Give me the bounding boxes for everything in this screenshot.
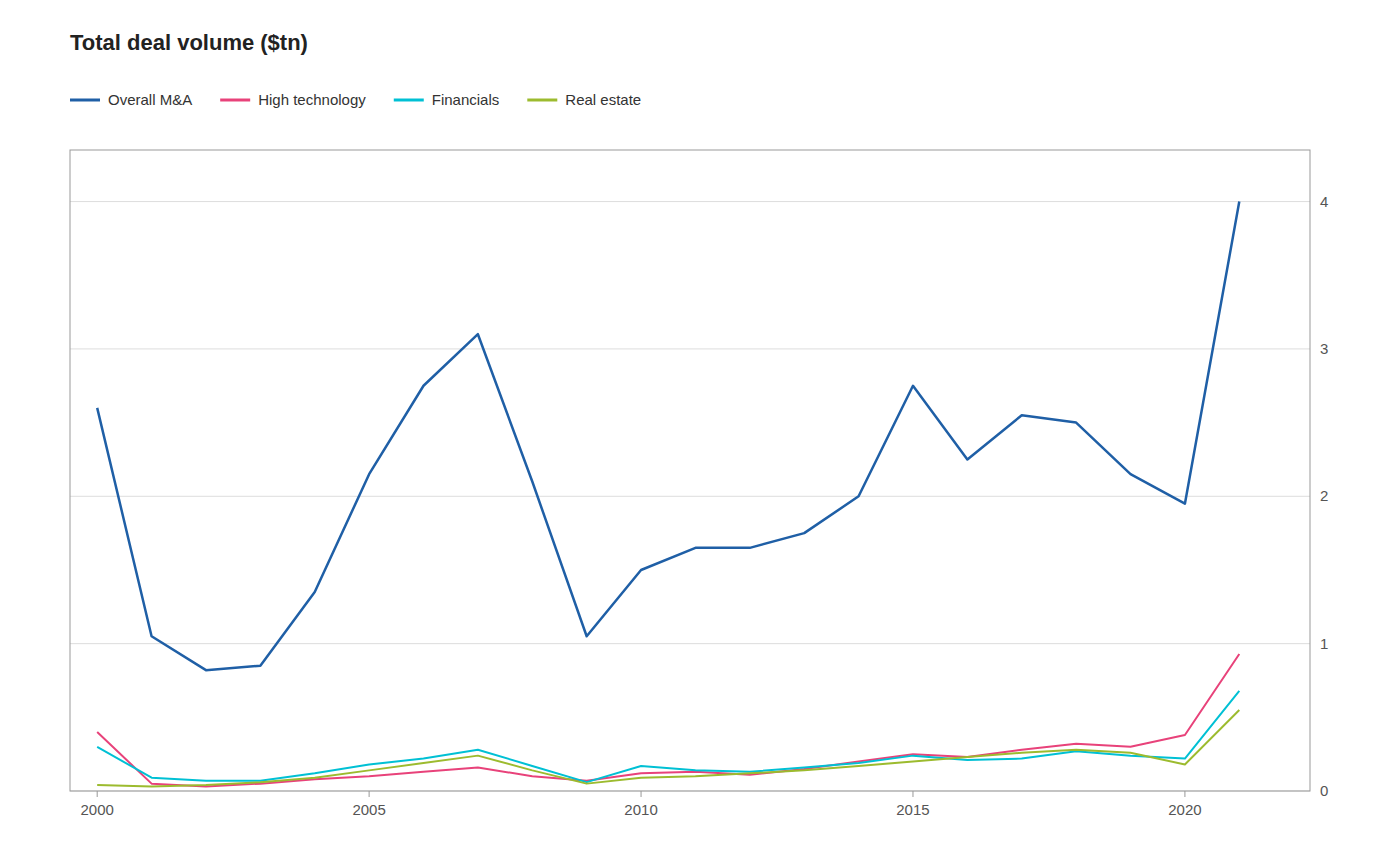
y-tick-label: 4	[1320, 193, 1328, 210]
legend-label: Overall M&A	[108, 91, 192, 108]
legend-swatch	[70, 99, 100, 102]
x-tick	[912, 791, 913, 797]
legend-label: Real estate	[565, 91, 641, 108]
y-tick-label: 1	[1320, 635, 1328, 652]
series-line	[97, 654, 1239, 787]
legend-item: Real estate	[527, 91, 641, 108]
x-tick	[641, 791, 642, 797]
x-tick-label: 2005	[352, 801, 385, 818]
x-tick-label: 2015	[896, 801, 929, 818]
x-tick-label: 2020	[1168, 801, 1201, 818]
x-tick	[369, 791, 370, 797]
legend-item: High technology	[220, 91, 366, 108]
y-tick-label: 3	[1320, 340, 1328, 357]
legend: Overall M&A High technology Financials Real…	[70, 91, 641, 108]
series-line	[97, 202, 1239, 671]
x-tick	[97, 791, 98, 797]
grid-line	[70, 348, 1310, 349]
chart: Total deal volume ($tn) 0 1 2 3 4 2000 2005 2010…	[0, 0, 1390, 851]
legend-swatch	[527, 99, 557, 102]
grid-line	[70, 496, 1310, 497]
legend-swatch	[220, 99, 250, 102]
x-tick	[1184, 791, 1185, 797]
legend-label: Financials	[432, 91, 500, 108]
title: Total deal volume ($tn)	[70, 30, 308, 55]
series-line	[97, 710, 1239, 787]
legend-item: Overall M&A	[70, 91, 192, 108]
grid	[70, 202, 1310, 791]
grid-line	[70, 643, 1310, 644]
legend-swatch	[394, 99, 424, 102]
x-tick-label: 2000	[81, 801, 114, 818]
series-lines	[97, 202, 1239, 787]
series-line	[97, 691, 1239, 782]
grid-line	[70, 201, 1310, 202]
legend-label: High technology	[258, 91, 366, 108]
legend-item: Financials	[394, 91, 500, 108]
y-tick-label: 2	[1320, 487, 1328, 504]
x-tick-label: 2010	[624, 801, 657, 818]
y-tick-label: 0	[1320, 782, 1328, 799]
plot-frame	[70, 150, 1310, 791]
